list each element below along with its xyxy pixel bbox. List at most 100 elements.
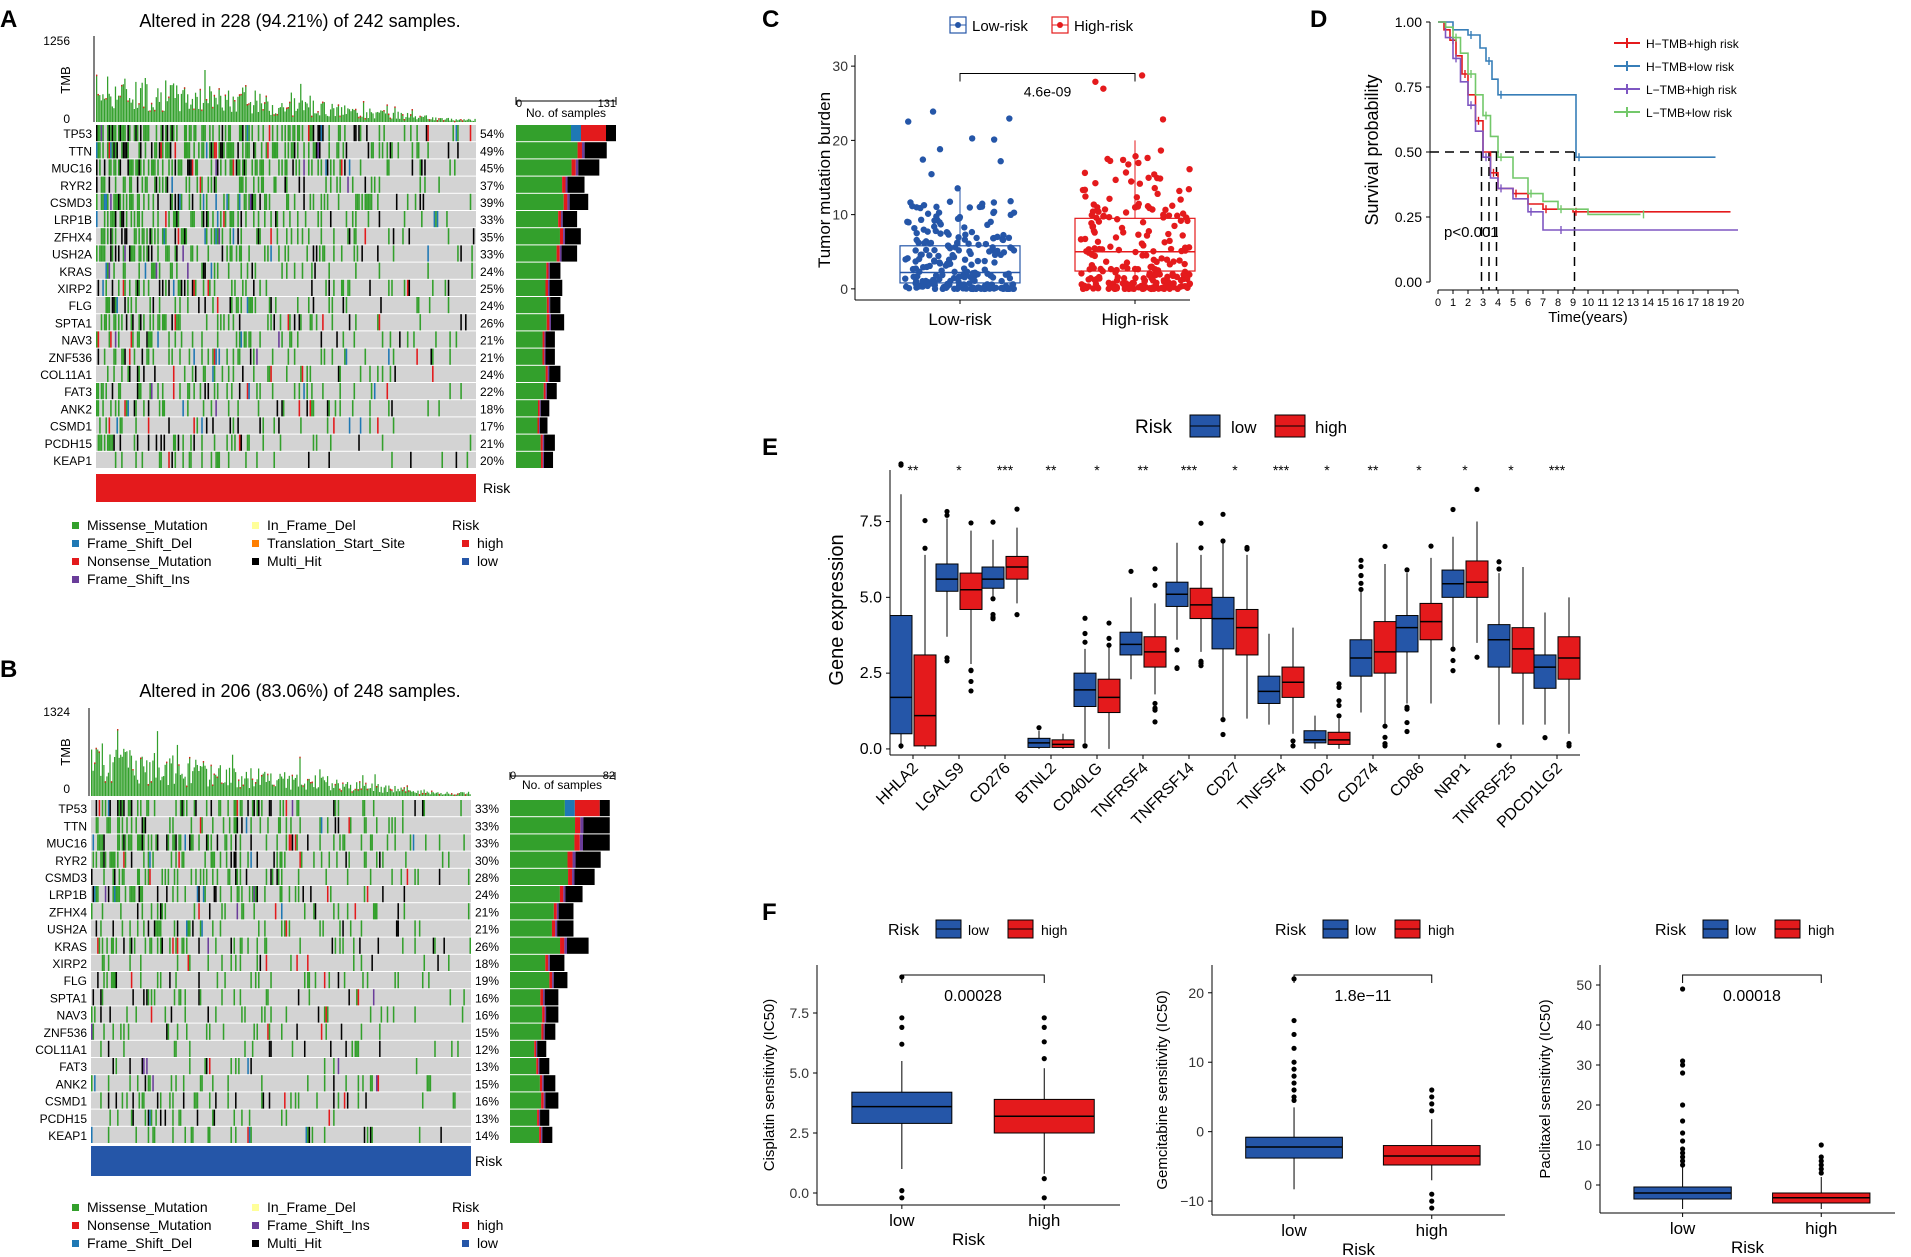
side-bar-segment — [516, 297, 547, 314]
mutation-cell — [215, 159, 217, 176]
panel-b-side-bars — [509, 772, 616, 1143]
jitter-point — [954, 185, 961, 192]
mutation-cell — [158, 314, 161, 331]
tmb-bar — [284, 111, 286, 122]
mutation-cell — [123, 1023, 125, 1040]
box — [1005, 555, 1029, 580]
mutation-cell — [221, 954, 223, 971]
mutation-cell — [219, 920, 222, 937]
mutation-cell — [370, 383, 373, 400]
gene-label: CSMD1 — [50, 420, 92, 434]
mutation-cell — [284, 159, 286, 176]
tmb-bar — [235, 111, 238, 122]
mutation-cell — [152, 1075, 154, 1092]
mutation-cell — [118, 834, 121, 851]
mutation-cell — [143, 400, 145, 417]
mutation-cell — [172, 125, 175, 142]
mutation-cell — [129, 800, 131, 817]
mutation-cell — [188, 176, 191, 193]
mutation-cell — [106, 972, 108, 989]
side-bar-segment — [541, 1023, 544, 1040]
tmb-bar-cap — [239, 787, 241, 789]
tmb-bar — [169, 758, 171, 796]
mutation-cell — [161, 279, 164, 296]
mutation-cell — [376, 851, 378, 868]
side-bar-segment — [510, 1023, 542, 1040]
mutation-cell — [196, 176, 199, 193]
tmb-bar — [467, 791, 470, 796]
tmb-bar — [218, 88, 220, 122]
side-bar-segment — [542, 451, 544, 468]
tmb-bar-cap — [121, 84, 123, 87]
mutation-cell — [243, 193, 246, 210]
tmb-bar-cap — [428, 119, 431, 121]
mutation-cell — [150, 262, 153, 279]
tmb-bar — [245, 771, 247, 796]
gene-percentage: 30% — [475, 854, 499, 868]
mutation-cell — [108, 159, 111, 176]
tmb-bar — [452, 120, 454, 122]
tmb-bar — [167, 785, 169, 796]
tmb-bar-cap — [408, 790, 410, 792]
mutation-cell — [109, 800, 111, 817]
mutation-cell — [184, 1006, 186, 1023]
mutation-cell — [416, 348, 418, 365]
tmb-bar — [207, 103, 209, 122]
tmb-bar-cap — [138, 103, 140, 105]
mutation-cell — [392, 245, 395, 262]
mutation-cell — [156, 937, 159, 954]
mutation-cell — [191, 331, 194, 348]
legend-label-low: low — [1735, 922, 1757, 938]
mutation-cell — [288, 886, 291, 903]
mutation-cell — [377, 314, 379, 331]
mutation-cell — [232, 142, 235, 159]
tmb-bar-cap — [391, 789, 393, 791]
mutation-cell — [185, 176, 188, 193]
mutation-cell — [103, 868, 105, 885]
mutation-cell — [91, 1023, 93, 1040]
tmb-bar — [365, 782, 367, 796]
mutation-cell — [103, 314, 106, 331]
mutation-cell — [235, 1058, 237, 1075]
mutation-cell — [256, 851, 259, 868]
tmb-bar — [455, 119, 457, 122]
mutation-cell — [132, 1109, 134, 1126]
mutation-cell — [161, 903, 164, 920]
tmb-bar — [213, 773, 215, 796]
mutation-cell — [97, 348, 100, 365]
jitter-point — [1112, 234, 1120, 241]
mutation-cell — [135, 125, 137, 142]
mutation-cell — [184, 834, 186, 851]
mutation-cell — [307, 954, 309, 971]
tmb-bar — [178, 764, 180, 796]
mutation-cell — [246, 262, 249, 279]
jitter-point — [1099, 268, 1106, 275]
side-bar-segment — [542, 1075, 544, 1092]
jitter-point — [1106, 282, 1114, 290]
tmb-bar — [428, 792, 430, 796]
mutation-cell — [309, 400, 312, 417]
legend-label: Low-risk — [972, 18, 1028, 35]
mutation-cell — [121, 834, 124, 851]
mutation-cell — [135, 1126, 137, 1143]
mutation-cell — [150, 834, 153, 851]
mutation-cell — [231, 279, 233, 296]
mutation-cell — [209, 125, 211, 142]
mutation-cell — [452, 125, 455, 142]
mutation-cell — [221, 245, 224, 262]
mutation-cell — [191, 159, 194, 176]
tmb-bar — [163, 776, 165, 796]
mutation-cell — [290, 1092, 292, 1109]
significance-mark: * — [956, 462, 962, 478]
mutation-cell — [307, 228, 310, 245]
mutation-cell — [237, 400, 239, 417]
mutation-cell — [99, 159, 101, 176]
jitter-point — [1151, 184, 1158, 192]
jitter-point — [990, 208, 998, 215]
mutation-cell — [245, 125, 247, 142]
mutation-cell — [235, 851, 237, 868]
mutation-cell — [120, 1023, 122, 1040]
x-tick-label: High-risk — [1101, 310, 1169, 329]
side-bar-segment — [563, 193, 568, 210]
mutation-cell — [149, 868, 151, 885]
